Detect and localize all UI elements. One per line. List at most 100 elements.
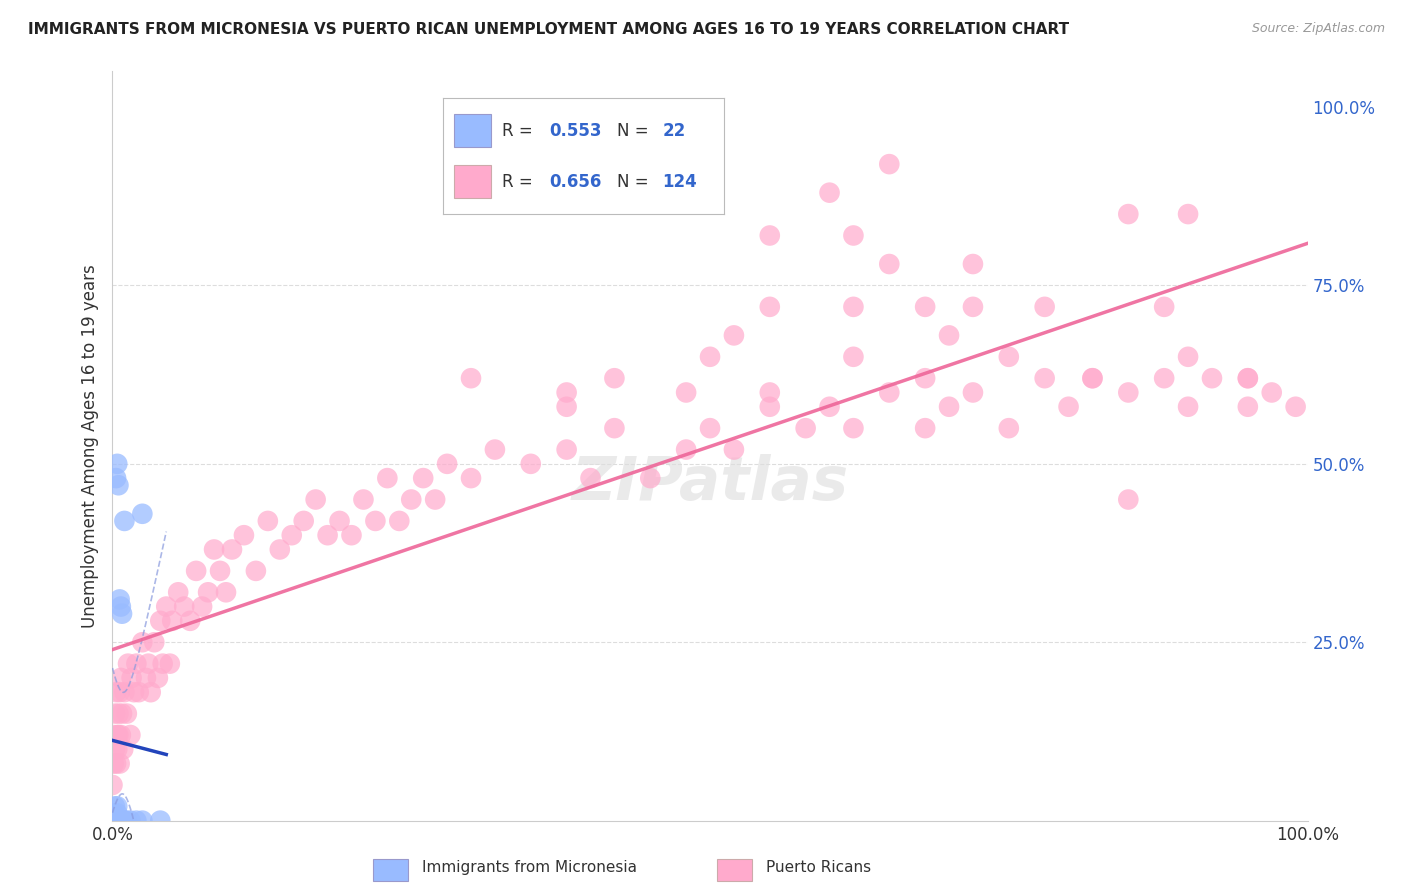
Point (110, 814, 132, 828)
Point (412, 471, 434, 485)
Point (179, 614, 201, 628)
Text: 0.553: 0.553 (550, 121, 602, 139)
Point (120, 728, 142, 742)
Point (879, 257, 901, 271)
Text: ZIPatlas: ZIPatlas (571, 454, 849, 513)
Point (108, 756, 131, 771)
Point (107, 814, 129, 828)
Point (215, 585, 238, 599)
Point (305, 492, 328, 507)
Point (818, 400, 841, 414)
Point (1237, 371, 1260, 385)
Point (138, 657, 160, 671)
Point (105, 799, 128, 814)
Point (675, 442, 697, 457)
Bar (373, 858, 408, 881)
Point (197, 585, 219, 599)
Point (110, 599, 132, 614)
Point (112, 814, 135, 828)
Point (1153, 371, 1175, 385)
Text: Immigrants from Micronesia: Immigrants from Micronesia (422, 860, 637, 875)
Point (281, 528, 304, 542)
Point (998, 421, 1021, 435)
Point (1261, 385, 1284, 400)
Point (146, 671, 169, 685)
Point (103, 814, 125, 828)
Point (143, 635, 166, 649)
Text: 124: 124 (662, 173, 697, 191)
Point (1118, 385, 1140, 400)
Point (1033, 300, 1056, 314)
Bar (454, 165, 491, 198)
Point (104, 742, 127, 756)
Point (111, 607, 134, 621)
Point (112, 742, 135, 756)
Point (1285, 400, 1308, 414)
Point (1201, 371, 1223, 385)
Point (388, 514, 411, 528)
Point (759, 300, 782, 314)
Point (103, 756, 125, 771)
Point (484, 442, 506, 457)
Point (879, 385, 901, 400)
Point (1237, 400, 1260, 414)
Point (114, 514, 135, 528)
Y-axis label: Unemployment Among Ages 16 to 19 years: Unemployment Among Ages 16 to 19 years (80, 264, 98, 628)
Point (105, 457, 128, 471)
Point (555, 400, 578, 414)
Point (139, 685, 162, 699)
Point (209, 564, 232, 578)
Point (292, 514, 315, 528)
Point (962, 257, 984, 271)
Point (914, 371, 936, 385)
Point (110, 728, 132, 742)
Point (115, 706, 138, 721)
Point (1177, 207, 1199, 221)
Point (131, 635, 153, 649)
Point (149, 814, 172, 828)
Point (352, 492, 374, 507)
Bar (454, 114, 491, 147)
Point (245, 564, 267, 578)
Point (842, 300, 865, 314)
Point (105, 471, 128, 485)
Point (794, 421, 817, 435)
Text: R =: R = (502, 121, 538, 139)
Point (1057, 400, 1080, 414)
Point (111, 814, 134, 828)
Point (108, 685, 131, 699)
Point (117, 657, 139, 671)
Point (149, 614, 172, 628)
Point (110, 814, 132, 828)
Point (938, 328, 960, 343)
Point (233, 528, 256, 542)
Point (105, 806, 128, 821)
Point (425, 492, 447, 507)
Bar (717, 858, 752, 881)
Text: IMMIGRANTS FROM MICRONESIA VS PUERTO RICAN UNEMPLOYMENT AMONG AGES 16 TO 19 YEAR: IMMIGRANTS FROM MICRONESIA VS PUERTO RIC… (28, 22, 1069, 37)
Point (329, 514, 352, 528)
Point (257, 514, 280, 528)
Point (436, 457, 458, 471)
Point (759, 228, 782, 243)
Point (842, 350, 865, 364)
Point (316, 528, 339, 542)
Point (1153, 300, 1175, 314)
Point (759, 385, 782, 400)
Point (107, 706, 129, 721)
Point (914, 421, 936, 435)
Point (1033, 371, 1056, 385)
Point (401, 492, 423, 507)
Point (105, 756, 128, 771)
Point (460, 371, 482, 385)
Point (221, 542, 243, 557)
Point (111, 706, 134, 721)
Point (1237, 371, 1260, 385)
Point (114, 814, 135, 828)
Point (105, 685, 128, 699)
Point (1081, 371, 1104, 385)
Text: R =: R = (502, 173, 538, 191)
Text: Puerto Ricans: Puerto Ricans (766, 860, 872, 875)
Point (879, 157, 901, 171)
Point (603, 371, 626, 385)
